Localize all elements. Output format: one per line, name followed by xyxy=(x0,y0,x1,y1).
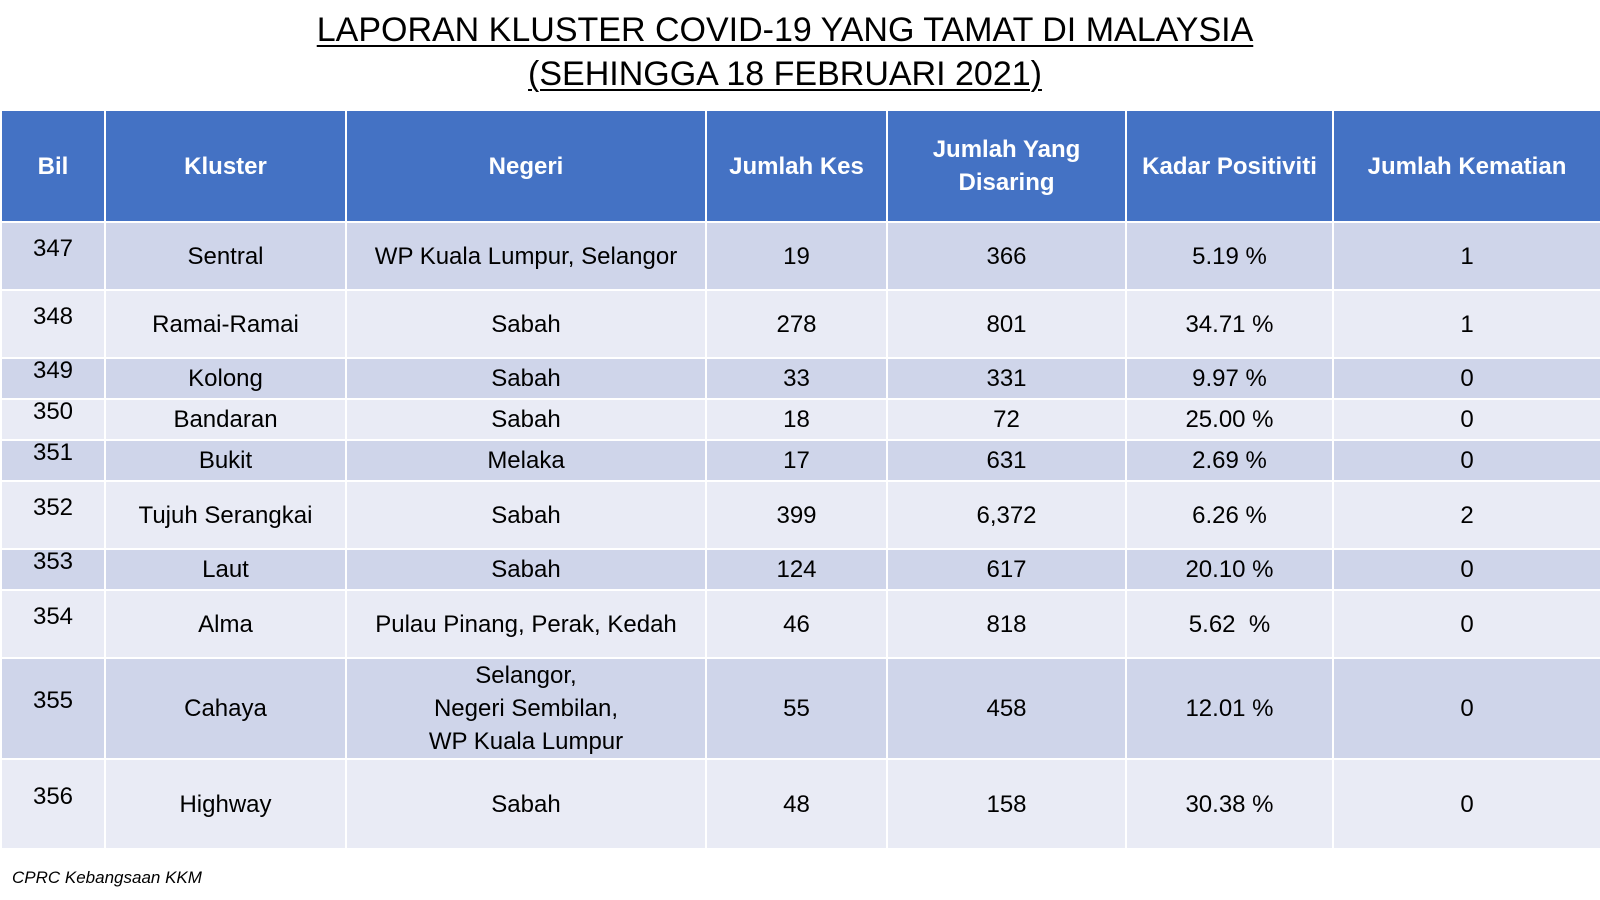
cell-kluster: Laut xyxy=(104,548,347,591)
cell-kadar-positiviti: 9.97 % xyxy=(1125,357,1334,400)
cell-jumlah-kes: 17 xyxy=(705,439,888,482)
cell-negeri: Melaka xyxy=(345,439,707,482)
cell-jumlah-kes: 46 xyxy=(705,589,888,659)
cell-negeri: Sabah xyxy=(345,548,707,591)
table-row: 355 Cahaya Selangor, Negeri Sembilan, WP Kua… xyxy=(0,657,1600,760)
cell-jumlah-kematian: 0 xyxy=(1332,357,1600,400)
cell-jumlah-kes: 278 xyxy=(705,289,888,359)
cell-bil: 348 xyxy=(0,289,106,359)
cell-jumlah-disaring: 366 xyxy=(886,221,1127,291)
cell-jumlah-kematian: 0 xyxy=(1332,398,1600,441)
cell-negeri: Sabah xyxy=(345,357,707,400)
header-kluster: Kluster xyxy=(104,109,347,223)
cell-jumlah-kematian: 0 xyxy=(1332,758,1600,850)
source-footer: CPRC Kebangsaan KKM xyxy=(12,868,202,887)
cell-kluster: Bandaran xyxy=(104,398,347,441)
cell-negeri: Selangor, Negeri Sembilan, WP Kuala Lumpur xyxy=(345,657,707,760)
header-kadar-positiviti: Kadar Positiviti xyxy=(1125,109,1334,223)
cell-bil: 354 xyxy=(0,589,106,659)
header-negeri: Negeri xyxy=(345,109,707,223)
table-row: 353 Laut Sabah 124 617 20.10 % 0 xyxy=(0,548,1600,591)
cell-negeri: Sabah xyxy=(345,758,707,850)
table-row: 356 Highway Sabah 48 158 30.38 % 0 xyxy=(0,758,1600,850)
cell-jumlah-disaring: 617 xyxy=(886,548,1127,591)
cell-jumlah-kes: 399 xyxy=(705,480,888,550)
title-line-2: (SEHINGGA 18 FEBRUARI 2021) xyxy=(528,55,1042,93)
cell-kadar-positiviti: 12.01 % xyxy=(1125,657,1334,760)
cell-jumlah-kematian: 1 xyxy=(1332,289,1600,359)
cell-jumlah-kematian: 0 xyxy=(1332,439,1600,482)
cell-kadar-positiviti: 2.69 % xyxy=(1125,439,1334,482)
cell-kadar-positiviti: 6.26 % xyxy=(1125,480,1334,550)
cell-jumlah-kematian: 1 xyxy=(1332,221,1600,291)
cell-jumlah-kematian: 0 xyxy=(1332,657,1600,760)
cell-jumlah-kematian: 0 xyxy=(1332,589,1600,659)
cell-kadar-positiviti: 25.00 % xyxy=(1125,398,1334,441)
cell-jumlah-disaring: 458 xyxy=(886,657,1127,760)
cell-jumlah-disaring: 6,372 xyxy=(886,480,1127,550)
cell-negeri: Sabah xyxy=(345,398,707,441)
table-body: 347 Sentral WP Kuala Lumpur, Selangor 19 366… xyxy=(0,221,1600,850)
cell-negeri: WP Kuala Lumpur, Selangor xyxy=(345,221,707,291)
cell-kluster: Sentral xyxy=(104,221,347,291)
cell-kluster: Tujuh Serangkai xyxy=(104,480,347,550)
cell-jumlah-disaring: 158 xyxy=(886,758,1127,850)
cell-bil: 352 xyxy=(0,480,106,550)
table-row: 349 Kolong Sabah 33 331 9.97 % 0 xyxy=(0,357,1600,400)
cell-kluster: Ramai-Ramai xyxy=(104,289,347,359)
cell-jumlah-kes: 33 xyxy=(705,357,888,400)
cell-jumlah-kes: 124 xyxy=(705,548,888,591)
cell-negeri: Sabah xyxy=(345,480,707,550)
cell-jumlah-disaring: 331 xyxy=(886,357,1127,400)
cell-kadar-positiviti: 34.71 % xyxy=(1125,289,1334,359)
cell-kadar-positiviti: 5.62 % xyxy=(1125,589,1334,659)
cell-bil: 353 xyxy=(0,548,106,591)
table-row: 354 Alma Pulau Pinang, Perak, Kedah 46 818 5.… xyxy=(0,589,1600,659)
cell-kluster: Kolong xyxy=(104,357,347,400)
cell-bil: 347 xyxy=(0,221,106,291)
report-title: LAPORAN KLUSTER COVID-19 YANG TAMAT DI M… xyxy=(0,8,1570,96)
table-row: 350 Bandaran Sabah 18 72 25.00 % 0 xyxy=(0,398,1600,441)
cell-bil: 349 xyxy=(0,357,106,400)
title-line-1: LAPORAN KLUSTER COVID-19 YANG TAMAT DI M… xyxy=(316,11,1254,49)
cell-jumlah-kematian: 0 xyxy=(1332,548,1600,591)
cell-jumlah-kes: 18 xyxy=(705,398,888,441)
cell-kluster: Alma xyxy=(104,589,347,659)
header-jumlah-kes: Jumlah Kes xyxy=(705,109,888,223)
table-row: 347 Sentral WP Kuala Lumpur, Selangor 19 366… xyxy=(0,221,1600,291)
cell-jumlah-disaring: 72 xyxy=(886,398,1127,441)
cell-negeri: Sabah xyxy=(345,289,707,359)
cell-kadar-positiviti: 20.10 % xyxy=(1125,548,1334,591)
header-jumlah-kematian: Jumlah Kematian xyxy=(1332,109,1600,223)
cell-kadar-positiviti: 30.38 % xyxy=(1125,758,1334,850)
cell-jumlah-disaring: 801 xyxy=(886,289,1127,359)
cell-jumlah-kes: 19 xyxy=(705,221,888,291)
cell-jumlah-disaring: 818 xyxy=(886,589,1127,659)
header-bil: Bil xyxy=(0,109,106,223)
cell-kadar-positiviti: 5.19 % xyxy=(1125,221,1334,291)
header-jumlah-disaring: Jumlah Yang Disaring xyxy=(886,109,1127,223)
cell-jumlah-kes: 48 xyxy=(705,758,888,850)
table-row: 351 Bukit Melaka 17 631 2.69 % 0 xyxy=(0,439,1600,482)
table-row: 348 Ramai-Ramai Sabah 278 801 34.71 % 1 xyxy=(0,289,1600,359)
cell-jumlah-disaring: 631 xyxy=(886,439,1127,482)
table-row: 352 Tujuh Serangkai Sabah 399 6,372 6.26 % 2 xyxy=(0,480,1600,550)
cell-kluster: Bukit xyxy=(104,439,347,482)
cell-bil: 355 xyxy=(0,657,106,760)
cell-kluster: Cahaya xyxy=(104,657,347,760)
cell-bil: 351 xyxy=(0,439,106,482)
cell-bil: 350 xyxy=(0,398,106,441)
cell-jumlah-kes: 55 xyxy=(705,657,888,760)
cluster-table: Bil Kluster Negeri Jumlah Kes Jumlah Yan… xyxy=(0,109,1600,850)
cell-negeri: Pulau Pinang, Perak, Kedah xyxy=(345,589,707,659)
cell-jumlah-kematian: 2 xyxy=(1332,480,1600,550)
cell-kluster: Highway xyxy=(104,758,347,850)
cell-bil: 356 xyxy=(0,758,106,850)
table-header-row: Bil Kluster Negeri Jumlah Kes Jumlah Yan… xyxy=(0,109,1600,223)
